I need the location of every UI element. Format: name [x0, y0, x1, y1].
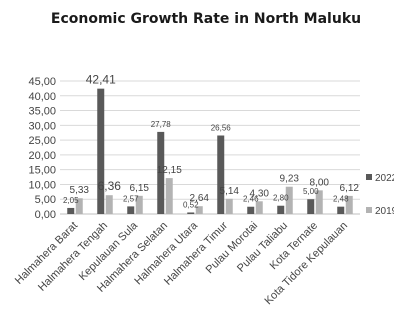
data-label: 2,46 [243, 195, 259, 204]
bar-2019 [225, 198, 233, 214]
bar-2022 [67, 207, 75, 214]
y-tick-label: 30,00 [28, 120, 56, 132]
bar-2019 [195, 206, 203, 214]
bar-2022 [187, 212, 195, 214]
y-tick-label: 40,00 [28, 91, 56, 103]
bar-2022 [217, 135, 225, 214]
y-tick-label: 5,00 [35, 194, 56, 206]
data-label: 5,14 [220, 186, 240, 197]
y-tick-label: 15,00 [28, 165, 56, 177]
y-tick-label: 35,00 [28, 106, 56, 118]
bars [67, 88, 353, 214]
bar-2019 [165, 178, 173, 214]
bar-2022 [157, 131, 165, 214]
data-label: 2,05 [63, 196, 79, 205]
y-tick-label: 10,00 [28, 179, 56, 191]
bar-2019 [255, 201, 263, 214]
bar-2019 [285, 186, 293, 214]
bar-2022 [127, 206, 135, 214]
data-label: 6,15 [130, 183, 150, 194]
data-labels: 2,055,3342,416,362,576,1527,7812,150,522… [63, 73, 359, 210]
data-label: 2,48 [333, 195, 349, 204]
data-label: 4,30 [250, 188, 270, 199]
y-axis: 0,00 5,00 10,00 15,00 20,00 25,00 30,00 35,00 40… [28, 76, 56, 221]
data-label: 5,33 [70, 185, 90, 196]
data-label: 6,36 [98, 179, 122, 193]
y-tick-label: 20,00 [28, 150, 56, 162]
legend-swatch [366, 174, 372, 180]
bar-2019 [315, 190, 323, 214]
bar-2022 [277, 205, 285, 214]
bar-2019 [345, 195, 353, 214]
bar-2019 [135, 195, 143, 214]
data-label: 12,15 [157, 165, 182, 176]
data-label: 2,64 [190, 193, 210, 204]
y-tick-label: 45,00 [28, 76, 56, 88]
legend-label: 2019 [375, 206, 394, 217]
legend-swatch [366, 207, 372, 213]
y-tick-label: 0,00 [35, 209, 56, 221]
data-label: 27,78 [151, 120, 172, 129]
bar-2019 [105, 195, 113, 214]
bar-2022 [307, 199, 315, 214]
bar-2022 [337, 206, 345, 214]
bar-2022 [97, 88, 105, 214]
data-label: 2,80 [273, 194, 289, 203]
data-label: 6,12 [340, 183, 360, 194]
data-label: 9,23 [280, 174, 300, 185]
bar-2022 [247, 206, 255, 214]
bar-2019 [75, 198, 83, 214]
data-label: 26,56 [211, 124, 232, 133]
data-label: 0,52 [183, 200, 199, 209]
y-tick-label: 25,00 [28, 135, 56, 147]
data-label: 5,00 [303, 187, 319, 196]
data-label: 42,41 [86, 73, 116, 87]
data-label: 2,57 [123, 194, 139, 203]
chart-title: Economic Growth Rate in North Maluku [51, 11, 361, 27]
data-label: 8,00 [310, 177, 330, 188]
